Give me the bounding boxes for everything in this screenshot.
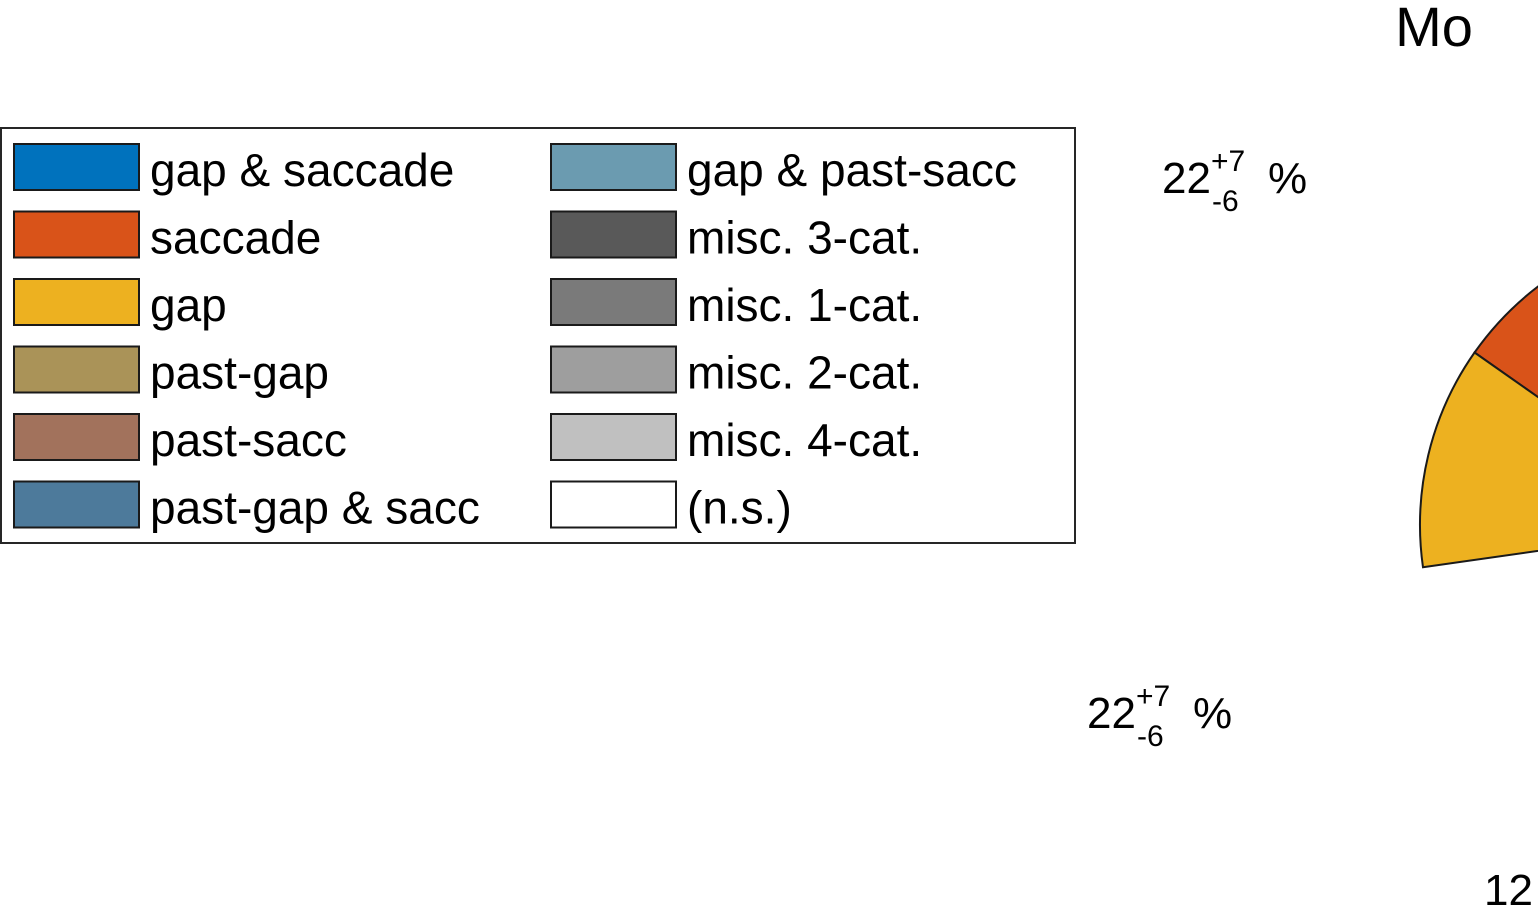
legend-swatch: [13, 413, 140, 461]
legend-swatch: [550, 345, 677, 394]
legend-swatch: [550, 143, 677, 191]
legend-entry-past-sacc: past-sacc: [13, 413, 347, 466]
slice-unit: %: [1268, 154, 1307, 203]
legend-swatch: [13, 345, 140, 394]
pie-slice-saccade: [1473, 285, 1538, 399]
legend-label: gap: [150, 279, 227, 331]
legend-label: gap & past-sacc: [687, 144, 1017, 196]
slice-label-saccade: 22+7 -6%: [1087, 680, 1232, 753]
legend-label: past-gap & sacc: [150, 482, 480, 534]
slice-ci-minus: -6: [1212, 185, 1239, 218]
legend-swatch: [13, 210, 140, 259]
slice-label-gap-saccade: 22+7 -6%: [1162, 145, 1307, 218]
pie: [1418, 285, 1538, 569]
legend-box: [0, 127, 1076, 544]
legend-entry-gap-saccade: gap & saccade: [13, 143, 454, 196]
legend-swatch: [550, 278, 677, 326]
chart-title: Mo: [1395, 0, 1473, 58]
slice-value: 22: [1162, 154, 1211, 203]
slice-value: 12: [1484, 866, 1533, 910]
legend-label: misc. 1-cat.: [687, 279, 922, 331]
legend-entry-gap: gap: [13, 278, 227, 331]
legend-label: past-sacc: [150, 414, 347, 466]
legend-label: gap & saccade: [150, 144, 454, 196]
legend-entry-misc-3-cat: misc. 3-cat.: [550, 210, 922, 264]
legend-swatch: [550, 413, 677, 461]
legend-entry-past-gap-sacc: past-gap & sacc: [13, 480, 480, 534]
legend-items: gap & saccade saccade gap past-gap past-sacc…: [13, 143, 1017, 534]
legend-entry-misc-4-cat: misc. 4-cat.: [550, 413, 922, 466]
legend-swatch: [13, 480, 140, 529]
legend-label: misc. 3-cat.: [687, 212, 922, 264]
legend-entry-n-s: (n.s.): [550, 480, 792, 534]
legend-entry-misc-1-cat: misc. 1-cat.: [550, 278, 922, 331]
legend: gap & saccade saccade gap past-gap past-sacc…: [0, 127, 1076, 544]
legend-swatch: [550, 480, 677, 529]
legend-entry-saccade: saccade: [13, 210, 321, 264]
legend-swatch: [550, 210, 677, 259]
legend-label: past-gap: [150, 347, 329, 399]
legend-label: misc. 4-cat.: [687, 414, 922, 466]
legend-label: (n.s.): [687, 482, 792, 534]
slice-labels: 22+7 -6 %22+7 -6 %12: [1087, 145, 1533, 910]
legend-entry-misc-2-cat: misc. 2-cat.: [550, 345, 922, 399]
pie-slice-gap: [1418, 351, 1538, 569]
slice-ci-plus: +7: [1136, 680, 1170, 713]
slice-unit: %: [1193, 689, 1232, 738]
slice-ci-plus: +7: [1211, 145, 1245, 178]
legend-swatch: [13, 143, 140, 191]
legend-entry-past-gap: past-gap: [13, 345, 329, 399]
legend-swatch: [13, 278, 140, 326]
slice-ci-minus: -6: [1137, 720, 1164, 753]
slice-value: 22: [1087, 689, 1136, 738]
legend-label: misc. 2-cat.: [687, 347, 922, 399]
legend-entry-gap-past-sacc: gap & past-sacc: [550, 143, 1017, 196]
slice-label-gap: 12: [1484, 866, 1533, 910]
legend-label: saccade: [150, 212, 321, 264]
